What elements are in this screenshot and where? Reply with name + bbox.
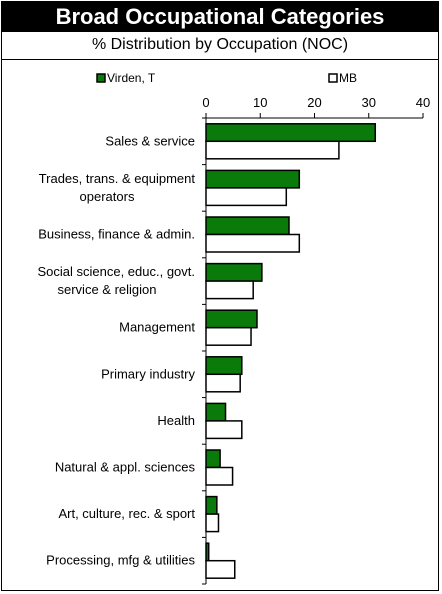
bar-virden bbox=[205, 309, 258, 329]
x-tick-label: 30 bbox=[362, 95, 376, 110]
x-tick-label: 20 bbox=[307, 95, 321, 110]
bar-mb bbox=[205, 513, 220, 533]
bar-virden bbox=[205, 123, 377, 143]
bar-virden bbox=[205, 495, 218, 515]
legend-swatch bbox=[328, 73, 338, 83]
bar-virden bbox=[205, 262, 263, 282]
category-label: Sales & service bbox=[105, 133, 195, 148]
bar-virden bbox=[205, 449, 221, 469]
bar-virden bbox=[205, 169, 301, 189]
category-label: operators bbox=[80, 189, 135, 204]
bar-mb bbox=[205, 280, 254, 300]
category-label: service & religion bbox=[58, 282, 157, 297]
bar-mb bbox=[205, 420, 243, 440]
bar-mb bbox=[205, 140, 340, 160]
bar-mb bbox=[205, 326, 252, 346]
category-label: Art, culture, rec. & sport bbox=[58, 506, 195, 521]
chart-subtitle: % Distribution by Occupation (NOC) bbox=[2, 32, 438, 60]
category-label: Natural & appl. sciences bbox=[55, 460, 196, 475]
bar-virden bbox=[205, 356, 243, 376]
bar-mb bbox=[205, 466, 234, 486]
category-label: Management bbox=[119, 320, 195, 335]
bar-mb bbox=[205, 559, 236, 579]
category-label: Business, finance & admin. bbox=[38, 227, 195, 242]
chart-title: Broad Occupational Categories bbox=[2, 2, 438, 32]
legend-label: Virden, T bbox=[107, 71, 156, 85]
legend-swatch bbox=[96, 73, 106, 83]
x-tick-label: 0 bbox=[202, 95, 209, 110]
x-tick-label: 40 bbox=[416, 95, 430, 110]
category-label: Health bbox=[157, 413, 195, 428]
category-label: Social science, educ., govt. bbox=[37, 264, 195, 279]
x-tick-label: 10 bbox=[253, 95, 267, 110]
bar-mb bbox=[205, 373, 241, 393]
category-label: Processing, mfg & utilities bbox=[46, 553, 195, 568]
legend-label: MB bbox=[339, 71, 357, 85]
category-label: Primary industry bbox=[101, 366, 195, 381]
category-label: Trades, trans. & equipment bbox=[39, 171, 196, 186]
bar-mb bbox=[205, 233, 301, 253]
bar-virden bbox=[205, 542, 210, 562]
bar-virden bbox=[205, 402, 227, 422]
bar-virden bbox=[205, 216, 290, 236]
bar-mb bbox=[205, 187, 288, 207]
